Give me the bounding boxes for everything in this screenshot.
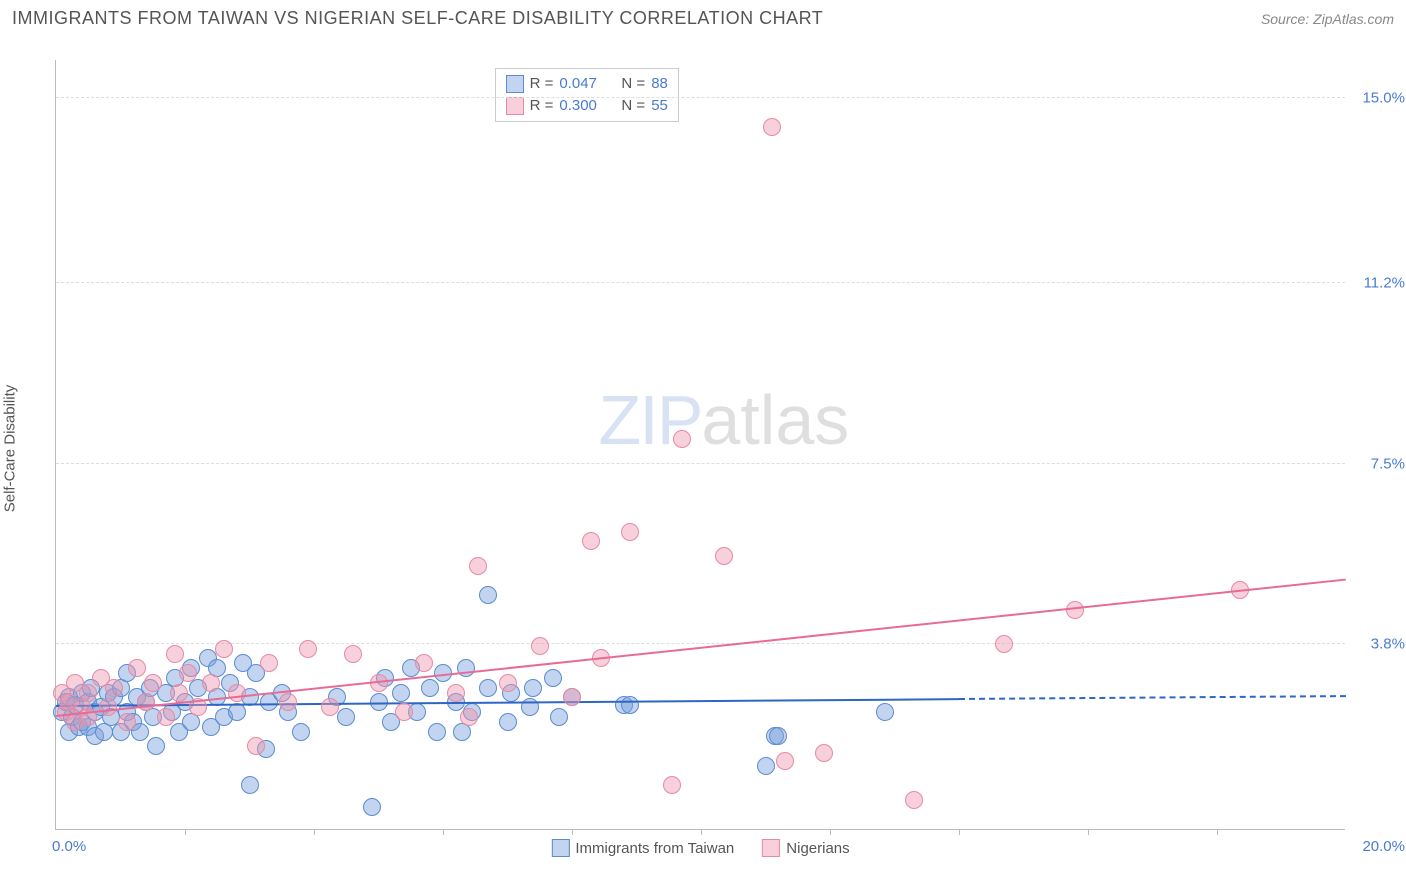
data-point-nigerians xyxy=(344,645,362,663)
data-point-nigerians xyxy=(260,654,278,672)
data-point-nigerians xyxy=(763,118,781,136)
data-point-nigerians xyxy=(299,640,317,658)
data-point-taiwan xyxy=(621,696,639,714)
y-tick-label: 7.5% xyxy=(1371,455,1405,472)
plot-canvas: ZIPatlas R = 0.047 N = 88R = 0.300 N = 5… xyxy=(55,60,1345,830)
data-point-taiwan xyxy=(876,703,894,721)
data-point-nigerians xyxy=(170,684,188,702)
data-point-nigerians xyxy=(79,684,97,702)
legend-stats-box: R = 0.047 N = 88R = 0.300 N = 55 xyxy=(495,68,679,122)
data-point-nigerians xyxy=(715,547,733,565)
y-axis-label: Self-Care Disability xyxy=(2,385,19,513)
legend-label: Nigerians xyxy=(786,840,849,857)
x-tick xyxy=(1217,829,1218,835)
chart-source: Source: ZipAtlas.com xyxy=(1261,11,1394,27)
y-tick-label: 15.0% xyxy=(1362,90,1405,107)
data-point-nigerians xyxy=(582,532,600,550)
watermark: ZIPatlas xyxy=(599,380,850,460)
series-legend: Immigrants from Taiwan Nigerians xyxy=(551,839,849,857)
data-point-taiwan xyxy=(524,679,542,697)
y-tick-label: 11.2% xyxy=(1364,275,1405,292)
data-point-nigerians xyxy=(144,674,162,692)
gridline xyxy=(56,282,1345,283)
data-point-nigerians xyxy=(469,557,487,575)
data-point-nigerians xyxy=(563,688,581,706)
data-point-nigerians xyxy=(128,659,146,677)
legend-item-nigerians: Nigerians xyxy=(762,839,849,857)
x-tick xyxy=(185,829,186,835)
data-point-nigerians xyxy=(499,674,517,692)
legend-stats-row: R = 0.047 N = 88 xyxy=(506,73,668,95)
data-point-nigerians xyxy=(621,523,639,541)
legend-item-taiwan: Immigrants from Taiwan xyxy=(551,839,734,857)
data-point-nigerians xyxy=(228,684,246,702)
legend-swatch-taiwan xyxy=(506,75,524,93)
data-point-taiwan xyxy=(337,708,355,726)
data-point-nigerians xyxy=(531,637,549,655)
data-point-taiwan xyxy=(147,737,165,755)
data-point-nigerians xyxy=(415,654,433,672)
data-point-nigerians xyxy=(395,703,413,721)
x-tick xyxy=(443,829,444,835)
x-tick xyxy=(314,829,315,835)
data-point-taiwan xyxy=(428,723,446,741)
data-point-taiwan xyxy=(479,679,497,697)
legend-swatch-nigerians xyxy=(506,97,524,115)
data-point-nigerians xyxy=(815,744,833,762)
data-point-nigerians xyxy=(215,640,233,658)
data-point-nigerians xyxy=(460,708,478,726)
data-point-nigerians xyxy=(995,635,1013,653)
x-min-label: 0.0% xyxy=(52,838,86,855)
plot-area: ZIPatlas R = 0.047 N = 88R = 0.300 N = 5… xyxy=(55,60,1345,830)
data-point-nigerians xyxy=(247,737,265,755)
x-tick xyxy=(830,829,831,835)
data-point-taiwan xyxy=(544,669,562,687)
data-point-nigerians xyxy=(279,693,297,711)
data-point-taiwan xyxy=(228,703,246,721)
data-point-taiwan xyxy=(499,713,517,731)
legend-swatch-icon xyxy=(551,839,569,857)
data-point-taiwan xyxy=(241,776,259,794)
data-point-taiwan xyxy=(392,684,410,702)
gridline xyxy=(56,463,1345,464)
data-point-nigerians xyxy=(157,708,175,726)
data-point-taiwan xyxy=(550,708,568,726)
gridline xyxy=(56,97,1345,98)
data-point-taiwan xyxy=(769,727,787,745)
x-max-label: 20.0% xyxy=(1362,838,1405,855)
x-tick xyxy=(959,829,960,835)
data-point-taiwan xyxy=(421,679,439,697)
data-point-nigerians xyxy=(663,776,681,794)
chart-header: IMMIGRANTS FROM TAIWAN VS NIGERIAN SELF-… xyxy=(0,0,1406,33)
legend-label: Immigrants from Taiwan xyxy=(575,840,734,857)
data-point-taiwan xyxy=(292,723,310,741)
x-tick xyxy=(1088,829,1089,835)
data-point-nigerians xyxy=(99,698,117,716)
x-tick xyxy=(701,829,702,835)
data-point-nigerians xyxy=(105,679,123,697)
legend-swatch-icon xyxy=(762,839,780,857)
data-point-taiwan xyxy=(457,659,475,677)
gridline xyxy=(56,643,1345,644)
x-tick xyxy=(572,829,573,835)
data-point-nigerians xyxy=(202,674,220,692)
data-point-nigerians xyxy=(673,430,691,448)
y-tick-label: 3.8% xyxy=(1371,635,1405,652)
data-point-nigerians xyxy=(321,698,339,716)
data-point-nigerians xyxy=(905,791,923,809)
data-point-nigerians xyxy=(166,645,184,663)
data-point-taiwan xyxy=(757,757,775,775)
chart-title: IMMIGRANTS FROM TAIWAN VS NIGERIAN SELF-… xyxy=(12,8,823,29)
data-point-taiwan xyxy=(363,798,381,816)
data-point-nigerians xyxy=(179,664,197,682)
data-point-nigerians xyxy=(447,684,465,702)
trend-line-taiwan xyxy=(959,695,1346,700)
data-point-nigerians xyxy=(137,693,155,711)
data-point-taiwan xyxy=(479,586,497,604)
data-point-nigerians xyxy=(118,713,136,731)
data-point-nigerians xyxy=(776,752,794,770)
